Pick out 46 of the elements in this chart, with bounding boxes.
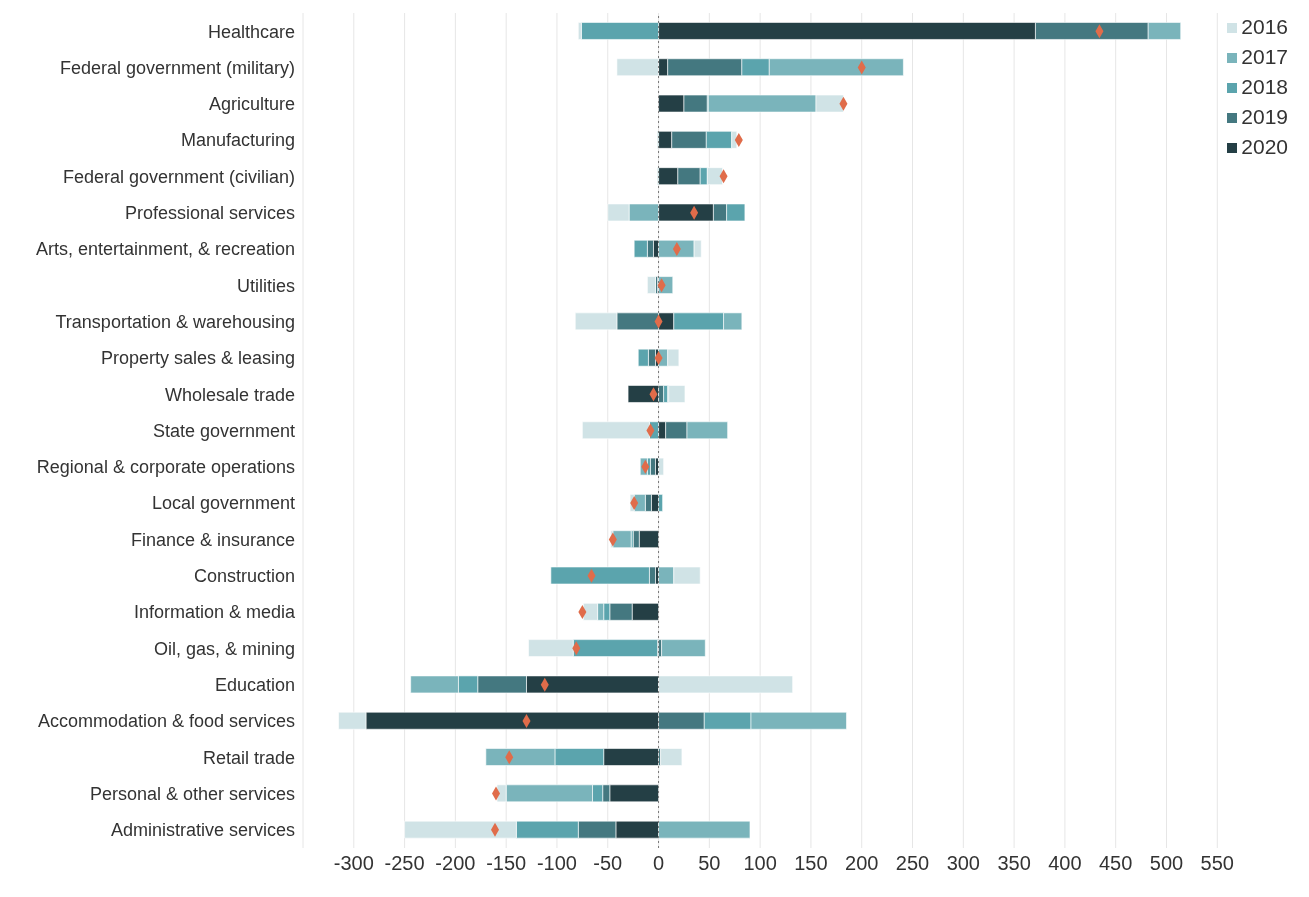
y-tick-label: Regional & corporate operations <box>36 457 295 478</box>
y-tick-label: Accommodation & food services <box>37 711 295 732</box>
y-tick-label: Professional services <box>124 203 295 224</box>
x-tick-label: 150 <box>794 852 828 875</box>
y-tick-label: Federal government (military) <box>59 57 295 78</box>
y-tick-label: Personal & other services <box>89 783 295 804</box>
y-tick-label: Finance & insurance <box>130 529 295 550</box>
y-tick-label: Healthcare <box>207 21 295 42</box>
y-tick-label: Utilities <box>236 275 295 296</box>
x-tick-label: 50 <box>698 852 721 875</box>
y-tick-label: Construction <box>193 566 295 587</box>
y-tick-label: Agriculture <box>208 94 295 115</box>
x-tick-label: 200 <box>845 852 879 875</box>
x-tick-label: 500 <box>1149 852 1184 875</box>
y-tick-label: Wholesale trade <box>164 384 295 405</box>
y-tick-label: Property sales & leasing <box>100 348 295 369</box>
y-tick-label: Federal government (civilian) <box>62 166 295 187</box>
y-tick-label: Oil, gas, & mining <box>153 638 295 659</box>
y-tick-label: State government <box>152 420 295 441</box>
y-tick-label: Information & media <box>133 602 296 623</box>
x-tick-label: 350 <box>997 852 1031 875</box>
x-tick-label: -50 <box>593 852 623 875</box>
y-tick-label: Manufacturing <box>180 130 295 151</box>
x-tick-label: 250 <box>895 852 930 875</box>
legend-label: 2019 <box>1241 105 1288 128</box>
x-tick-label: 550 <box>1200 852 1234 875</box>
y-tick-label: Retail trade <box>202 747 295 768</box>
x-tick-label: 400 <box>1048 852 1082 875</box>
y-tick-label: Local government <box>151 493 295 514</box>
y-tick-label: Arts, entertainment, & recreation <box>35 239 295 260</box>
x-tick-label: 450 <box>1099 852 1133 875</box>
x-tick-label: 100 <box>743 852 777 875</box>
x-tick-label: 300 <box>946 852 980 875</box>
legend-label: 2018 <box>1241 75 1288 98</box>
y-tick-label: Education <box>214 675 295 696</box>
legend-label: 2016 <box>1241 15 1288 38</box>
x-tick-label: -150 <box>486 852 527 875</box>
x-tick-label: -200 <box>435 852 476 875</box>
x-tick-label: -300 <box>333 852 374 875</box>
legend-label: 2020 <box>1241 135 1288 158</box>
y-tick-label: Transportation & warehousing <box>55 311 295 332</box>
x-tick-label: -100 <box>536 852 577 875</box>
x-tick-label: -250 <box>384 852 425 875</box>
x-tick-label: 0 <box>652 852 665 875</box>
legend-label: 2017 <box>1241 45 1288 68</box>
y-tick-label: Administrative services <box>110 820 295 841</box>
